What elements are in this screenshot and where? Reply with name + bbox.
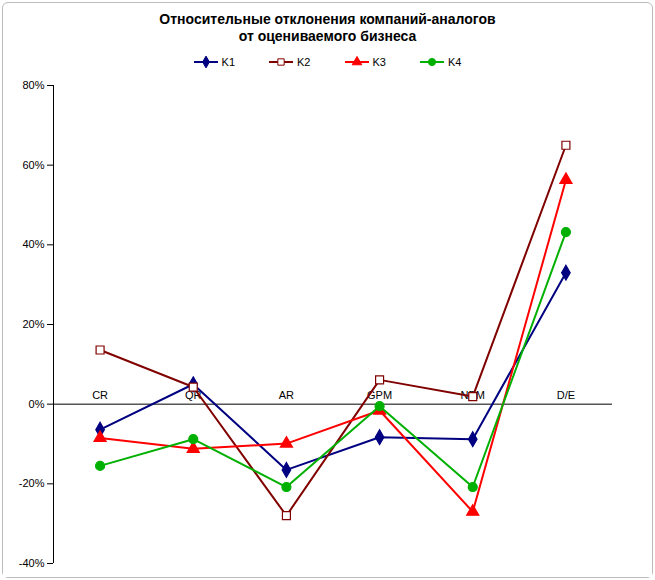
html-text:K1: K1	[221, 56, 235, 68]
html-text:Относительные отклонения компа: Относительные отклонения компаний-аналог…	[159, 11, 496, 44]
svg-text:GPM: GPM	[367, 389, 392, 401]
html-text:K3: K3	[372, 56, 386, 68]
svg-text:QR: QR	[185, 388, 202, 401]
html-text:K4: K4	[448, 56, 462, 68]
svg-text:D/E: D/E	[557, 389, 575, 401]
svg-text:60%: 60%	[22, 159, 44, 171]
svg-text:-40%: -40%	[19, 557, 45, 569]
svg-text:0%: 0%	[29, 398, 45, 410]
svg-text:AR: AR	[279, 389, 294, 401]
svg-text:CR: CR	[92, 389, 108, 401]
svg-text:NPM: NPM	[460, 388, 485, 401]
svg-text:20%: 20%	[22, 318, 44, 330]
svg-text:80%: 80%	[22, 79, 44, 91]
svg-text:-20%: -20%	[19, 477, 45, 489]
html-text:K2: K2	[297, 56, 311, 68]
svg-text:40%: 40%	[22, 238, 44, 250]
